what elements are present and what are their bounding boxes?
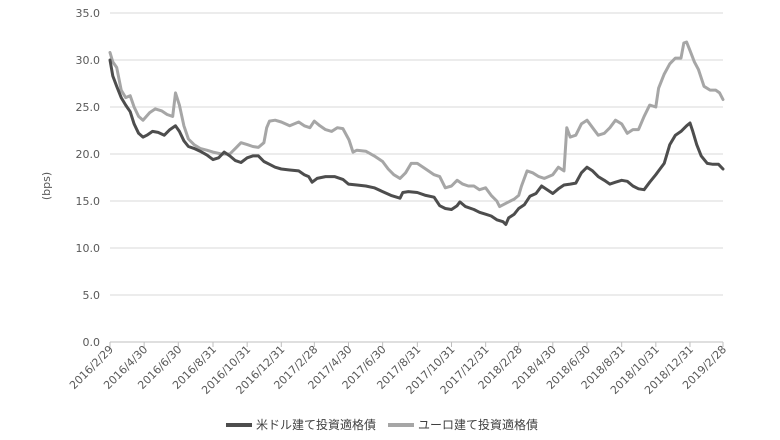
y-tick-label: 20.0 bbox=[76, 148, 101, 161]
y-tick-label: 25.0 bbox=[76, 101, 101, 114]
y-tick-label: 15.0 bbox=[76, 195, 101, 208]
y-axis-title: (bps) bbox=[40, 172, 53, 200]
y-tick-label: 30.0 bbox=[76, 54, 101, 67]
legend: 米ドル建て投資適格債 ユーロ建て投資適格債 bbox=[226, 417, 538, 432]
y-tick-label: 0.0 bbox=[83, 336, 101, 349]
gridlines bbox=[110, 12, 723, 343]
legend-label: ユーロ建て投資適格債 bbox=[418, 417, 538, 432]
y-axis: 0.0 5.0 10.0 15.0 20.0 25.0 30.0 35.0 bbox=[76, 7, 101, 349]
legend-label: 米ドル建て投資適格債 bbox=[256, 417, 376, 432]
series-lines bbox=[108, 40, 725, 226]
series-line bbox=[108, 58, 725, 226]
x-axis: 2016/2/292016/4/302016/6/302016/8/312016… bbox=[67, 342, 729, 397]
series-line bbox=[108, 40, 725, 209]
y-tick-label: 10.0 bbox=[76, 242, 101, 255]
y-tick-label: 5.0 bbox=[83, 289, 101, 302]
y-tick-label: 35.0 bbox=[76, 7, 101, 20]
